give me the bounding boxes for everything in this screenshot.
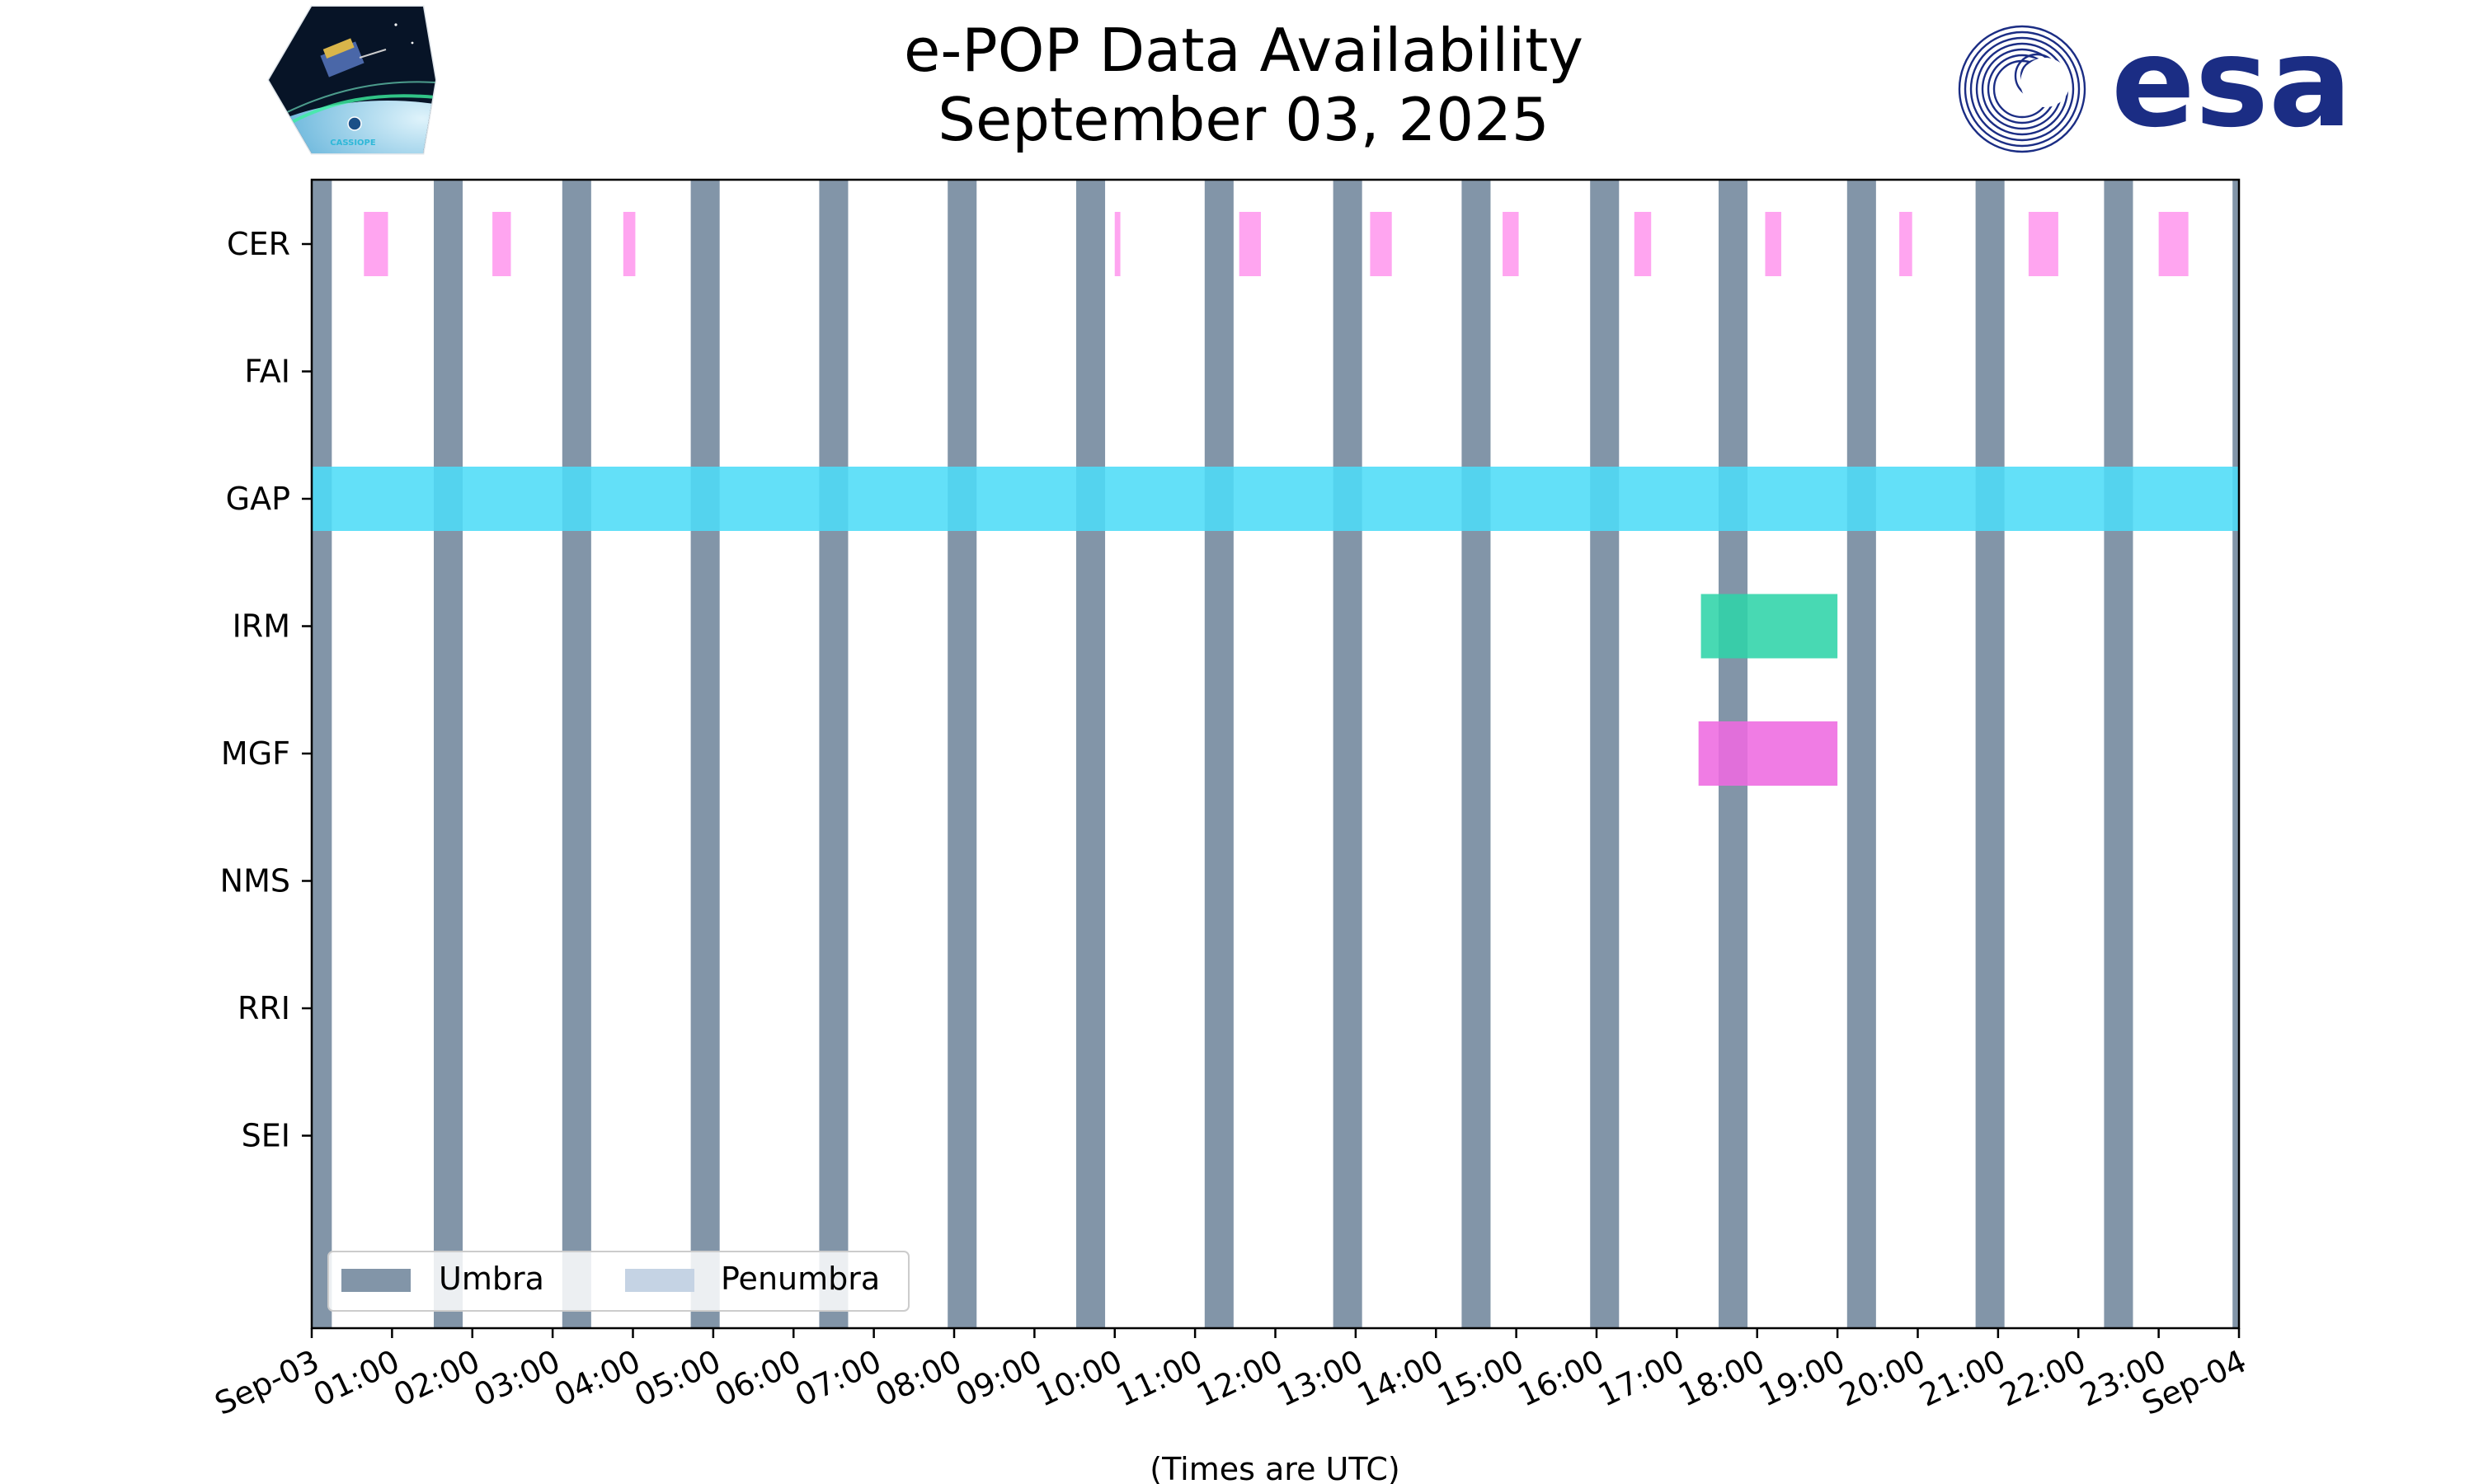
y-tick-label: NMS (220, 863, 290, 899)
plot-frame (310, 178, 2241, 1330)
bar-mgf (1698, 721, 1838, 786)
chart-subtitle: September 03, 2025 (938, 85, 1549, 154)
legend-umbra-swatch (341, 1269, 411, 1292)
x-tick-label: 12:00 (1191, 1343, 1288, 1414)
legend-penumbra-swatch (625, 1269, 694, 1292)
x-tick-label: 19:00 (1753, 1343, 1851, 1414)
x-tick-label: 22:00 (1994, 1343, 2091, 1414)
x-tick-label: 17:00 (1592, 1343, 1690, 1414)
esa-logo-text: esa (2111, 12, 2352, 155)
x-tick-label: 03:00 (468, 1343, 566, 1414)
x-tick-label: 20:00 (1833, 1343, 1931, 1414)
bar-cer (1765, 212, 1781, 276)
umbra-band (1204, 180, 1234, 1328)
bar-cer (1370, 212, 1392, 276)
x-tick-label: 13:00 (1272, 1343, 1369, 1414)
bar-cer (364, 212, 388, 276)
y-tick-label: MGF (221, 735, 290, 772)
bar-gap (312, 467, 2239, 531)
x-tick-label: 14:00 (1352, 1343, 1449, 1414)
umbra-band (312, 180, 332, 1328)
bar-cer (1114, 212, 1121, 276)
x-tick-label: 11:00 (1111, 1343, 1208, 1414)
chart-title: e-POP Data Availability (904, 16, 1583, 85)
x-tick-label: 01:00 (308, 1343, 405, 1414)
umbra-band (434, 180, 463, 1328)
y-tick-label: RRI (238, 990, 290, 1026)
y-tick-label: SEI (242, 1118, 290, 1154)
x-tick-label: 04:00 (548, 1343, 646, 1414)
x-tick-label: 07:00 (789, 1343, 887, 1414)
bar-cer (2158, 212, 2189, 276)
esa-logo: esa (1958, 12, 2352, 155)
bar-cer (1239, 212, 1261, 276)
bar-cer (1899, 212, 1912, 276)
legend-penumbra-label: Penumbra (721, 1261, 880, 1297)
y-tick-label: CER (227, 226, 290, 262)
bar-cer (1503, 212, 1519, 276)
bar-cer (492, 212, 511, 276)
x-tick-label: 16:00 (1512, 1343, 1610, 1414)
x-tick-label: 18:00 (1673, 1343, 1771, 1414)
umbra-band (2104, 180, 2133, 1328)
umbra-band (1333, 180, 1362, 1328)
plot-area (312, 180, 2239, 1328)
umbra-band (2232, 180, 2239, 1328)
x-tick-label: Sep-03 (209, 1343, 325, 1422)
y-tick-label: GAP (226, 481, 290, 517)
umbra-band (1590, 180, 1620, 1328)
x-tick-label: 02:00 (388, 1343, 486, 1414)
umbra-band (1461, 180, 1491, 1328)
bar-cer (623, 212, 636, 276)
x-tick-label: 05:00 (629, 1343, 727, 1414)
legend-umbra-label: Umbra (439, 1261, 544, 1297)
x-axis-label: (Times are UTC) (1150, 1451, 1399, 1484)
umbra-band (948, 180, 977, 1328)
umbra-band (1076, 180, 1106, 1328)
legend: Umbra Penumbra (327, 1251, 910, 1312)
umbra-band (1975, 180, 2005, 1328)
umbra-band (1846, 180, 1876, 1328)
x-tick-label: 10:00 (1031, 1343, 1128, 1414)
x-tick-label: 21:00 (1914, 1343, 2011, 1414)
bar-irm (1700, 594, 1838, 659)
cassiope-logo-text: CASSIOPE (330, 139, 376, 148)
bar-cer (2028, 212, 2058, 276)
umbra-band (562, 180, 591, 1328)
umbra-band (819, 180, 849, 1328)
bar-cer (1634, 212, 1652, 276)
x-tick-label: 06:00 (709, 1343, 807, 1414)
legend-box (327, 1251, 910, 1312)
x-tick-label: 09:00 (950, 1343, 1047, 1414)
y-tick-label: FAI (244, 354, 290, 390)
y-tick-label: IRM (233, 608, 290, 645)
x-tick-label: 15:00 (1432, 1343, 1529, 1414)
umbra-band (690, 180, 720, 1328)
x-tick-label: 08:00 (870, 1343, 967, 1414)
